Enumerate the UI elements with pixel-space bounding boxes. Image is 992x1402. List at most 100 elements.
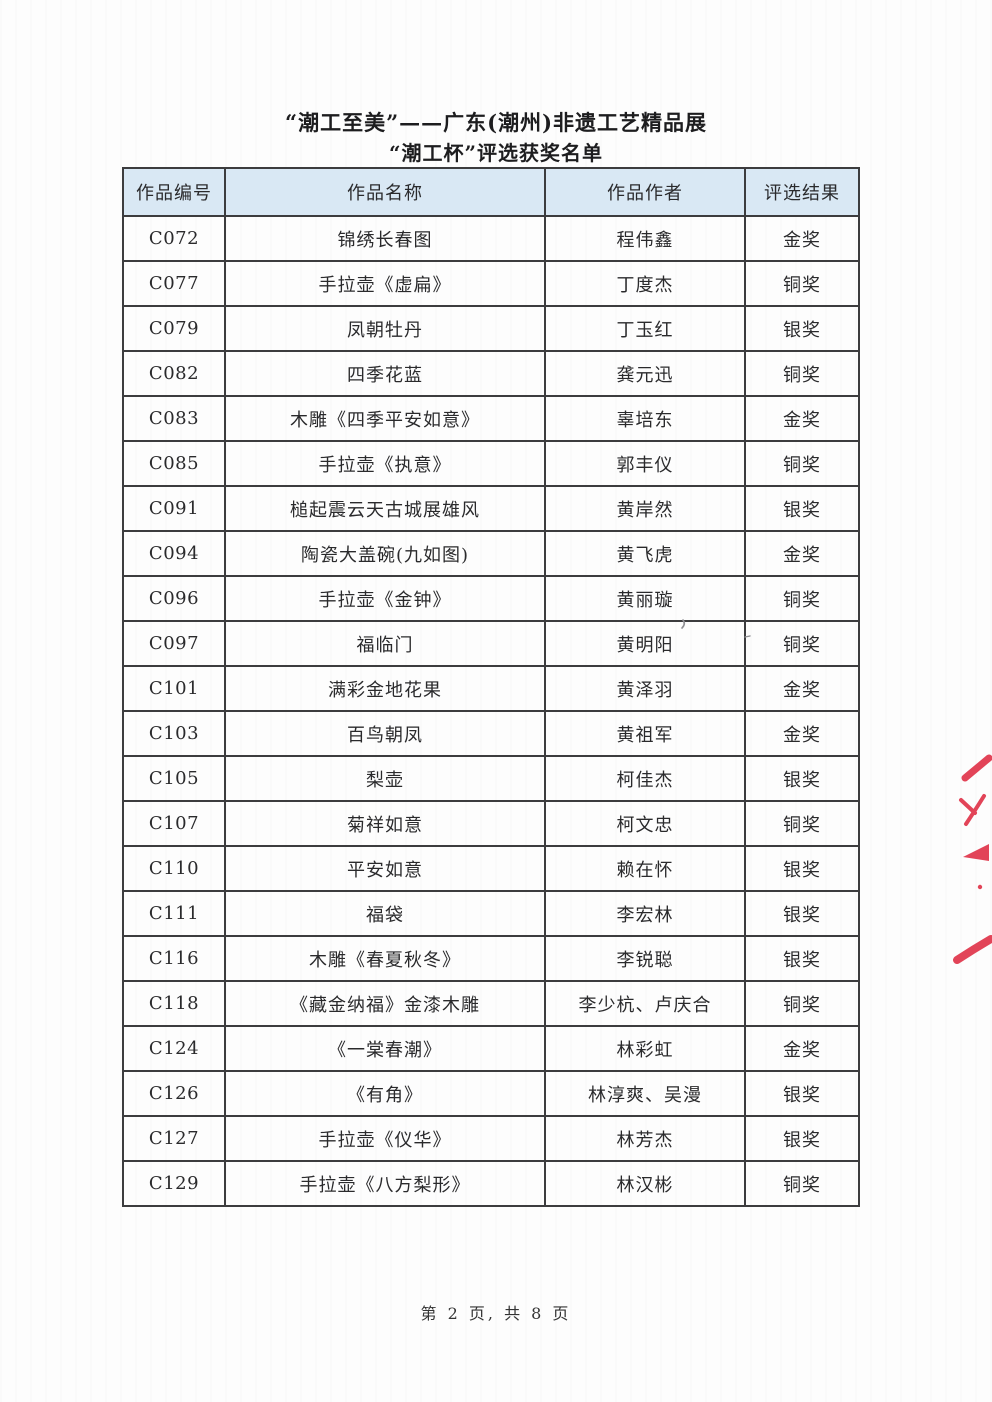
award-table-header: 作品编号 作品名称 作品作者 评选结果 [122, 167, 860, 217]
work-title-cell: 槌起震云天古城展雄风 [224, 485, 546, 532]
work-code-cell: C107 [122, 800, 226, 847]
author-cell: 黄丽璇 [544, 575, 746, 622]
table-row: C097 福临门 黄明阳 铜奖 [122, 620, 860, 667]
table-row: C127 手拉壶《仪华》 林芳杰 银奖 [122, 1115, 860, 1162]
work-title-cell: 手拉壶《仪华》 [224, 1115, 546, 1162]
award-table-body: C072 锦绣长春图 程伟鑫 金奖 C077 手拉壶《虚扁》 丁度杰 铜奖 C079 凤朝牡丹 丁玉… [122, 215, 860, 1207]
award-cell: 金奖 [744, 665, 860, 712]
award-cell: 银奖 [744, 485, 860, 532]
work-code-cell: C082 [122, 350, 226, 397]
work-title-cell: 平安如意 [224, 845, 546, 892]
table-row: C107 菊祥如意 柯文忠 铜奖 [122, 800, 860, 847]
table-row: C077 手拉壶《虚扁》 丁度杰 铜奖 [122, 260, 860, 307]
author-cell: 黄岸然 [544, 485, 746, 532]
table-row: C094 陶瓷大盖碗(九如图) 黄飞虎 金奖 [122, 530, 860, 577]
work-code-cell: C091 [122, 485, 226, 532]
author-cell: 黄飞虎 [544, 530, 746, 577]
award-cell: 银奖 [744, 755, 860, 802]
table-row: C124 《一棠春潮》 林彩虹 金奖 [122, 1025, 860, 1072]
work-title-cell: 锦绣长春图 [224, 215, 546, 262]
award-cell: 金奖 [744, 710, 860, 757]
work-title-cell: 梨壶 [224, 755, 546, 802]
author-cell: 丁度杰 [544, 260, 746, 307]
table-row: C079 凤朝牡丹 丁玉红 银奖 [122, 305, 860, 352]
table-row: C105 梨壶 柯佳杰 银奖 [122, 755, 860, 802]
work-title-cell: 木雕《春夏秋冬》 [224, 935, 546, 982]
work-code-cell: C101 [122, 665, 226, 712]
award-cell: 银奖 [744, 935, 860, 982]
award-cell: 银奖 [744, 1115, 860, 1162]
table-row: C118 《藏金纳福》金漆木雕 李少杭、卢庆合 铜奖 [122, 980, 860, 1027]
author-cell: 李宏林 [544, 890, 746, 937]
award-cell: 铜奖 [744, 620, 860, 667]
award-cell: 铜奖 [744, 575, 860, 622]
document-title: “潮工至美”——广东(潮州)非遗工艺精品展 [284, 110, 708, 135]
author-cell: 辜培东 [544, 395, 746, 442]
author-cell: 李少杭、卢庆合 [544, 980, 746, 1027]
header-row: 作品编号 作品名称 作品作者 评选结果 [122, 167, 860, 217]
table-row: C101 满彩金地花果 黄泽羽 金奖 [122, 665, 860, 712]
table-row: C129 手拉壶《八方梨形》 林汉彬 铜奖 [122, 1160, 860, 1207]
work-title-cell: 《藏金纳福》金漆木雕 [224, 980, 546, 1027]
author-cell: 程伟鑫 [544, 215, 746, 262]
work-code-cell: C085 [122, 440, 226, 487]
work-title-cell: 满彩金地花果 [224, 665, 546, 712]
work-title-cell: 手拉壶《虚扁》 [224, 260, 546, 307]
award-cell: 铜奖 [744, 350, 860, 397]
table-row: C091 槌起震云天古城展雄风 黄岸然 银奖 [122, 485, 860, 532]
work-code-cell: C072 [122, 215, 226, 262]
author-cell: 黄明阳 [544, 620, 746, 667]
work-title-cell: 木雕《四季平安如意》 [224, 395, 546, 442]
work-code-cell: C116 [122, 935, 226, 982]
header-author: 作品作者 [544, 167, 746, 217]
table-row: C103 百鸟朝凤 黄祖军 金奖 [122, 710, 860, 757]
award-cell: 金奖 [744, 395, 860, 442]
work-title-cell: 福临门 [224, 620, 546, 667]
table-row: C096 手拉壶《金钟》 黄丽璇 铜奖 [122, 575, 860, 622]
work-code-cell: C126 [122, 1070, 226, 1117]
author-cell: 黄祖军 [544, 710, 746, 757]
header-work-code: 作品编号 [122, 167, 226, 217]
work-title-cell: 四季花蓝 [224, 350, 546, 397]
work-code-cell: C110 [122, 845, 226, 892]
work-title-cell: 陶瓷大盖碗(九如图) [224, 530, 546, 577]
work-code-cell: C096 [122, 575, 226, 622]
table-row: C111 福袋 李宏林 银奖 [122, 890, 860, 937]
work-code-cell: C097 [122, 620, 226, 667]
work-title-cell: 手拉壶《八方梨形》 [224, 1160, 546, 1207]
header-work-title: 作品名称 [224, 167, 546, 217]
author-cell: 林芳杰 [544, 1115, 746, 1162]
work-code-cell: C111 [122, 890, 226, 937]
work-code-cell: C118 [122, 980, 226, 1027]
work-code-cell: C129 [122, 1160, 226, 1207]
award-cell: 银奖 [744, 845, 860, 892]
header-award-result: 评选结果 [744, 167, 860, 217]
award-cell: 铜奖 [744, 440, 860, 487]
red-pen-marks-icon [953, 754, 992, 964]
work-title-cell: 《有角》 [224, 1070, 546, 1117]
work-code-cell: C077 [122, 260, 226, 307]
table-row: C085 手拉壶《执意》 郭丰仪 铜奖 [122, 440, 860, 487]
author-cell: 丁玉红 [544, 305, 746, 352]
author-cell: 柯文忠 [544, 800, 746, 847]
page-number-footer: 第 2 页, 共 8 页 [420, 1304, 572, 1323]
author-cell: 李锐聪 [544, 935, 746, 982]
work-title-cell: 百鸟朝凤 [224, 710, 546, 757]
award-cell: 铜奖 [744, 1160, 860, 1207]
document-subtitle: “潮工杯”评选获奖名单 [388, 141, 603, 166]
work-code-cell: C083 [122, 395, 226, 442]
author-cell: 龚元迅 [544, 350, 746, 397]
work-code-cell: C094 [122, 530, 226, 577]
work-title-cell: 手拉壶《金钟》 [224, 575, 546, 622]
document-title-block: “潮工至美”——广东(潮州)非遗工艺精品展 “潮工杯”评选获奖名单 [0, 109, 992, 167]
award-cell: 金奖 [744, 215, 860, 262]
work-code-cell: C105 [122, 755, 226, 802]
award-cell: 金奖 [744, 530, 860, 577]
work-title-cell: 菊祥如意 [224, 800, 546, 847]
work-code-cell: C124 [122, 1025, 226, 1072]
table-row: C126 《有角》 林淳爽、吴漫 银奖 [122, 1070, 860, 1117]
table-row: C116 木雕《春夏秋冬》 李锐聪 银奖 [122, 935, 860, 982]
table-row: C082 四季花蓝 龚元迅 铜奖 [122, 350, 860, 397]
work-code-cell: C127 [122, 1115, 226, 1162]
award-table: 作品编号 作品名称 作品作者 评选结果 C072 锦绣长春图 程伟鑫 金奖 C077 手拉… [122, 167, 860, 1207]
